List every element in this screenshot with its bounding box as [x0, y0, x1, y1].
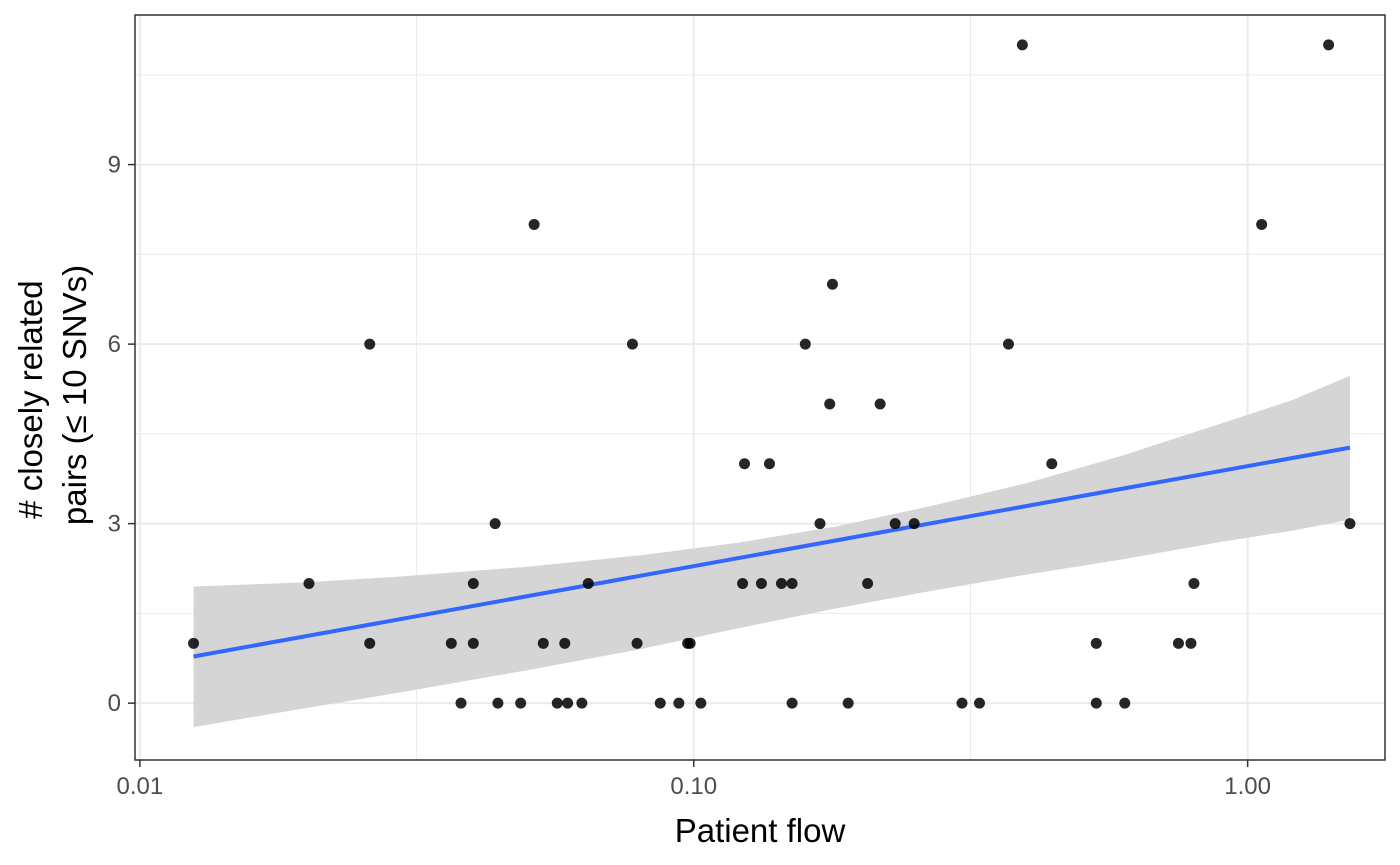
- data-point: [1046, 458, 1058, 470]
- x-tick-label: 1.00: [1224, 773, 1271, 800]
- data-point: [467, 637, 479, 649]
- data-point: [303, 577, 315, 589]
- data-point: [739, 458, 751, 470]
- data-point: [874, 398, 886, 410]
- x-axis-title: Patient flow: [675, 812, 846, 849]
- data-point: [824, 398, 836, 410]
- data-point: [826, 278, 838, 290]
- data-point: [1185, 637, 1197, 649]
- data-point: [842, 697, 854, 709]
- data-point: [737, 577, 749, 589]
- data-point: [889, 518, 901, 530]
- data-point: [492, 697, 504, 709]
- x-tick-label: 0.01: [117, 773, 164, 800]
- data-point: [188, 637, 200, 649]
- y-axis-title: # closely related pairs (≤ 10 SNVs): [12, 265, 93, 525]
- data-point: [1188, 577, 1200, 589]
- data-point: [814, 518, 826, 530]
- data-point: [799, 338, 811, 350]
- data-point: [763, 458, 775, 470]
- data-point: [631, 637, 643, 649]
- data-point: [1344, 518, 1356, 530]
- data-point: [364, 338, 376, 350]
- data-point: [515, 697, 527, 709]
- data-point: [551, 697, 563, 709]
- data-point: [786, 697, 798, 709]
- data-point: [908, 518, 920, 530]
- data-point: [489, 518, 501, 530]
- data-point: [364, 637, 376, 649]
- fit-line-layer: [193, 445, 1351, 659]
- data-point: [673, 697, 685, 709]
- data-point: [1323, 39, 1335, 51]
- data-point: [1172, 637, 1184, 649]
- data-point: [582, 577, 594, 589]
- data-point: [1090, 637, 1102, 649]
- y-tick-label: 6: [108, 331, 121, 358]
- data-point: [973, 697, 985, 709]
- data-point: [786, 577, 798, 589]
- data-point: [1002, 338, 1014, 350]
- x-tick-label: 0.10: [670, 773, 717, 800]
- y-axis-ticks: 0 3 6 9: [108, 152, 135, 717]
- data-point: [654, 697, 666, 709]
- data-point: [537, 637, 549, 649]
- data-point: [576, 697, 588, 709]
- data-point: [1256, 218, 1268, 230]
- x-axis-ticks: 0.01 0.10 1.00: [117, 760, 1271, 800]
- data-point: [755, 577, 767, 589]
- data-point: [559, 637, 571, 649]
- data-point: [956, 697, 968, 709]
- data-point: [445, 637, 457, 649]
- data-point: [1090, 697, 1102, 709]
- data-point: [1016, 39, 1028, 51]
- plot-panel-border: [134, 14, 1386, 761]
- data-point: [626, 338, 638, 350]
- y-axis-title-line-1: # closely related: [12, 280, 49, 518]
- data-point: [528, 218, 540, 230]
- data-point: [684, 637, 696, 649]
- y-axis-title-line-2: pairs (≤ 10 SNVs): [56, 265, 93, 525]
- regression-line: [193, 445, 1351, 659]
- y-tick-label: 3: [108, 511, 121, 538]
- data-point: [775, 577, 787, 589]
- y-tick-label: 0: [108, 690, 121, 717]
- data-point: [695, 697, 707, 709]
- data-point: [562, 697, 574, 709]
- data-point: [1119, 697, 1131, 709]
- y-tick-label: 9: [108, 152, 121, 179]
- data-point: [467, 577, 479, 589]
- data-point: [862, 577, 874, 589]
- data-points: [188, 39, 1356, 709]
- data-point: [455, 697, 467, 709]
